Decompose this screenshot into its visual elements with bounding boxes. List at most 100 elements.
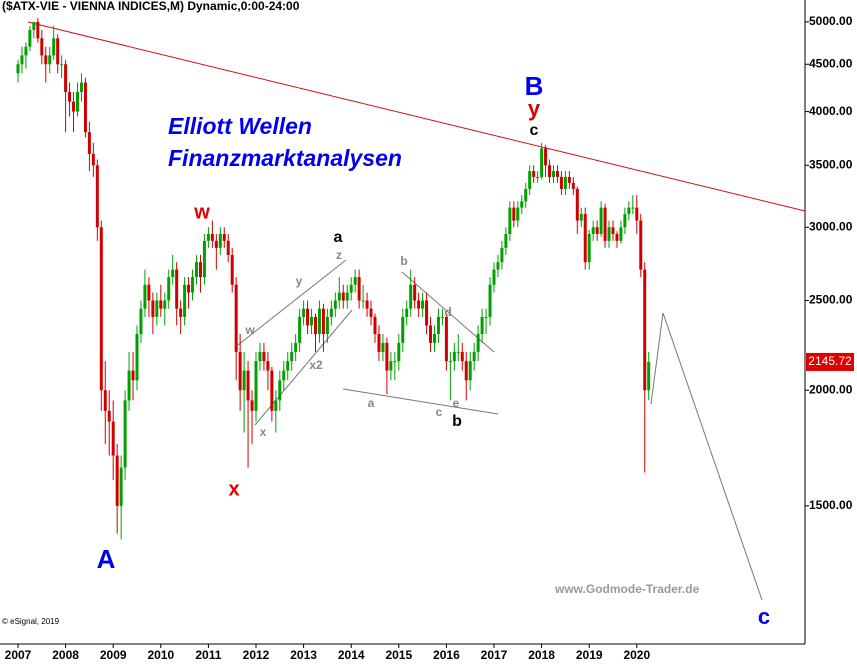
candle-body (567, 176, 571, 183)
candle-body (242, 370, 246, 391)
candle-body (611, 227, 615, 234)
candle-body (20, 55, 24, 65)
candle-body (79, 82, 83, 92)
candle-body (365, 300, 369, 309)
candle-body (147, 284, 151, 301)
candle-body (409, 284, 413, 309)
x-tick-label: 2007 (5, 648, 32, 662)
candle-body (171, 269, 175, 278)
channel-line (237, 259, 347, 346)
candle-body (643, 269, 647, 391)
candle-body (559, 176, 563, 189)
wave-label: b (400, 254, 407, 268)
candle-body (429, 325, 433, 343)
candle-body (175, 269, 179, 309)
candle-body (282, 370, 286, 381)
candle-body (472, 351, 476, 362)
candle-body (425, 300, 429, 326)
candle-body (627, 207, 631, 215)
candle-body (464, 361, 468, 381)
candle-body (274, 400, 278, 411)
candle-body (341, 292, 345, 301)
candle-body (286, 361, 290, 371)
candle-body (56, 38, 60, 65)
candle-body (24, 46, 28, 56)
candle-body (381, 342, 385, 352)
candle-body (99, 227, 103, 391)
candle-body (333, 300, 337, 309)
candle-body (393, 361, 397, 363)
candle-body (476, 334, 480, 352)
candle-body (151, 300, 155, 317)
candle-body (222, 233, 226, 241)
candle-body (32, 21, 36, 31)
candle-body (548, 165, 552, 177)
candle-body (571, 182, 575, 189)
x-tick-label: 2019 (576, 648, 603, 662)
candle-body (202, 240, 206, 278)
candle-body (183, 284, 187, 317)
candle-body (44, 55, 48, 65)
candle-body (603, 207, 607, 241)
candle-body (163, 300, 167, 309)
candle-body (563, 176, 567, 189)
price-label: 2145.72 (808, 354, 852, 368)
candle-body (361, 300, 365, 302)
candle-body (143, 284, 147, 309)
candle-body (321, 308, 325, 335)
candle-body (72, 101, 76, 112)
candle-body (238, 351, 242, 391)
candle-body (345, 292, 349, 301)
x-tick-label: 2014 (338, 648, 365, 662)
wave-label: b (452, 413, 462, 430)
candle-body (468, 361, 472, 381)
candle-body (587, 233, 591, 263)
candle-body (607, 227, 611, 241)
candle-body (278, 380, 282, 401)
wave-label: w (193, 201, 210, 223)
candle-body (369, 308, 373, 317)
candle-body (488, 284, 492, 317)
wave-label: w (244, 323, 255, 337)
candle-body (195, 262, 198, 278)
y-tick-label: 1500.00 (809, 498, 853, 512)
candle-body (52, 38, 56, 56)
candle-body (234, 284, 238, 352)
candle-body (536, 176, 540, 178)
candle-body (484, 316, 488, 318)
candle-body (524, 188, 528, 202)
candle-body (444, 316, 448, 362)
candle-body (555, 171, 559, 177)
y-tick-label: 2500.00 (809, 293, 853, 307)
candle-body (187, 284, 191, 293)
x-tick-label: 2012 (243, 648, 270, 662)
candle-body (206, 233, 210, 241)
candle-body (123, 400, 127, 468)
candle-body (294, 342, 298, 352)
candle-body (325, 316, 329, 335)
candle-body (516, 207, 520, 221)
candle-body (298, 316, 302, 343)
x-tick-label: 2011 (195, 648, 221, 662)
triangle-line (342, 388, 499, 415)
candle-body (167, 277, 171, 301)
candle-body (226, 240, 230, 255)
wave-label: y (528, 96, 541, 121)
candle-body (433, 334, 436, 343)
candle-body (460, 351, 464, 362)
candle-body (647, 361, 651, 391)
candle-body (500, 247, 504, 263)
y-tick-label: 3000.00 (809, 219, 853, 233)
y-tick-label: 4000.00 (809, 104, 853, 118)
price-box (806, 352, 854, 371)
candle-body (254, 361, 258, 411)
x-tick-label: 2016 (433, 648, 460, 662)
wave-label: x (260, 425, 267, 439)
candle-body (440, 316, 444, 318)
candle-body (575, 188, 579, 221)
candle-body (262, 351, 266, 362)
chart-title: ($ATX-VIE - VIENNA INDICES,M) Dynamic,0:… (2, 0, 300, 13)
candle-body (480, 316, 484, 335)
candle-body (214, 240, 218, 248)
candle-body (270, 370, 274, 411)
